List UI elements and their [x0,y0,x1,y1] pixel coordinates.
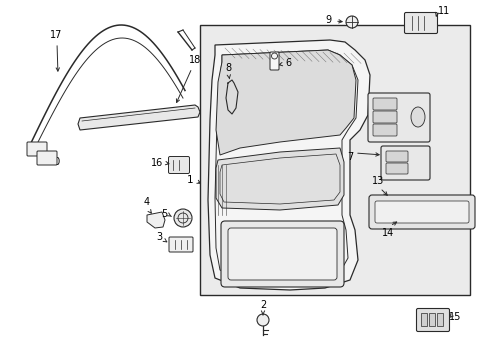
FancyBboxPatch shape [27,142,47,156]
FancyBboxPatch shape [372,98,396,110]
Polygon shape [216,50,355,155]
Polygon shape [207,40,369,290]
Text: 13: 13 [371,176,384,186]
Bar [200,25,469,295]
Ellipse shape [410,107,424,127]
Text: 10: 10 [49,157,61,167]
Text: 11: 11 [437,6,449,16]
Text: 15: 15 [448,312,461,322]
Text: 4: 4 [143,197,150,207]
FancyBboxPatch shape [380,146,429,180]
Text: 8: 8 [224,63,231,73]
FancyBboxPatch shape [368,195,474,229]
FancyBboxPatch shape [37,151,57,165]
FancyBboxPatch shape [168,157,189,174]
Polygon shape [147,212,164,228]
Bar [420,313,426,326]
Text: 1: 1 [186,175,193,185]
Circle shape [174,209,192,227]
Text: 16: 16 [150,158,163,168]
FancyBboxPatch shape [404,13,437,33]
Bar [436,313,442,326]
Bar [428,313,434,326]
Text: 9: 9 [325,15,331,25]
FancyBboxPatch shape [221,221,343,287]
Text: 2: 2 [259,300,265,310]
Text: 5: 5 [161,209,167,219]
FancyBboxPatch shape [227,228,336,280]
FancyBboxPatch shape [367,93,429,142]
Circle shape [346,16,357,28]
FancyBboxPatch shape [385,151,407,162]
Text: 18: 18 [188,55,201,65]
FancyBboxPatch shape [269,52,279,70]
FancyBboxPatch shape [169,237,193,252]
Text: 17: 17 [50,30,62,40]
Text: 6: 6 [285,58,290,68]
FancyBboxPatch shape [374,201,468,223]
Circle shape [257,314,268,326]
FancyBboxPatch shape [385,163,407,174]
FancyBboxPatch shape [372,124,396,136]
Text: 12: 12 [292,230,305,240]
Text: 14: 14 [381,228,393,238]
Text: 7: 7 [346,152,352,162]
Polygon shape [216,148,343,210]
Text: 3: 3 [156,232,162,242]
Polygon shape [78,105,200,130]
FancyBboxPatch shape [372,111,396,123]
FancyBboxPatch shape [416,309,448,332]
